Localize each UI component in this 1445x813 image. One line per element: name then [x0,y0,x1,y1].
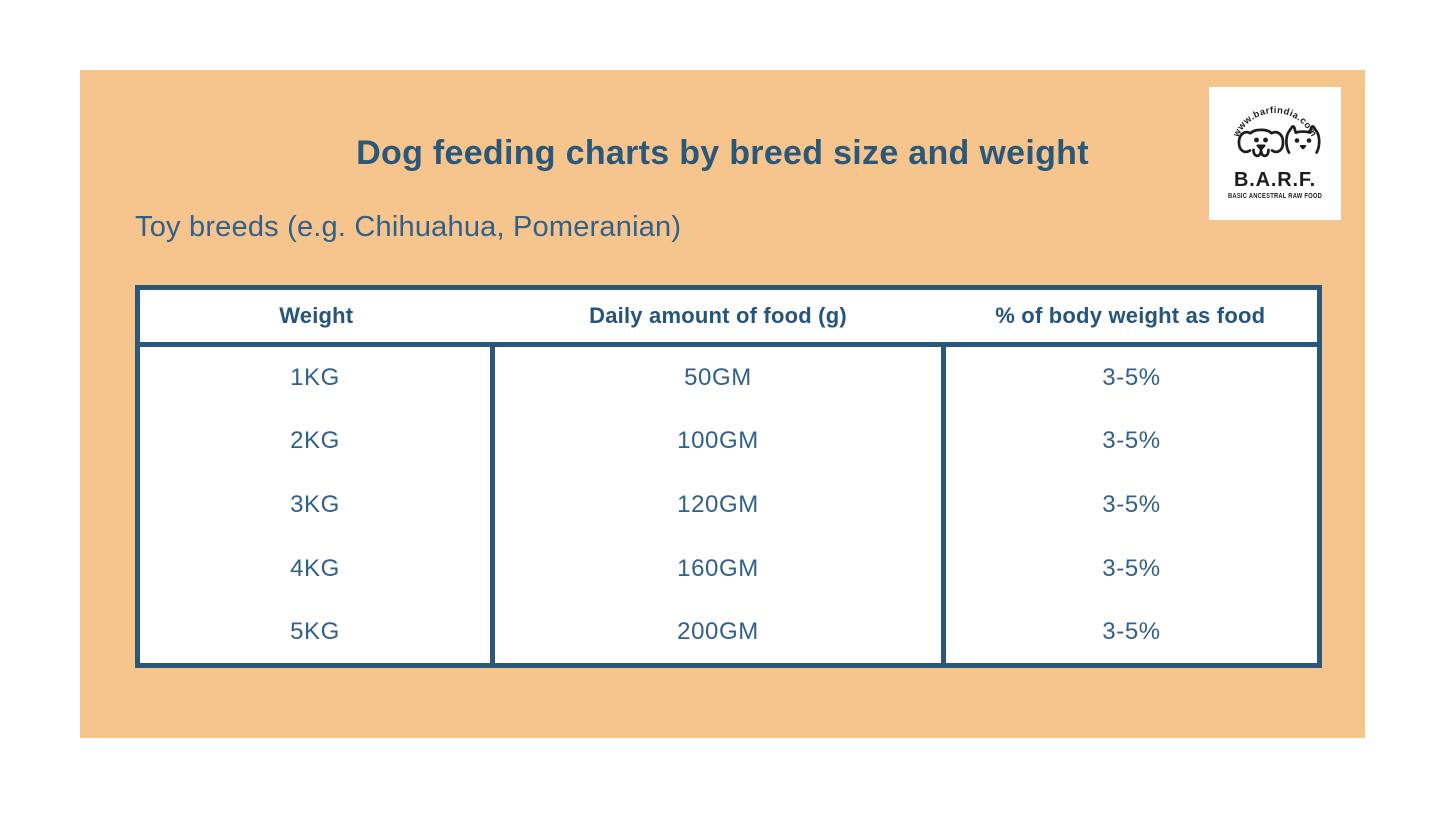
table-row: 4KG 160GM 3-5% [137,537,1320,602]
table-row: 2KG 100GM 3-5% [137,408,1320,473]
body-weight-pct-cell: 3-5% [1102,363,1161,391]
header-body-weight-pct: % of body weight as food [943,287,1320,347]
daily-amount-cell: 120GM [492,472,946,538]
table-header-row: Weight Daily amount of food (g) % of bod… [137,287,1320,347]
header-daily-amount: Daily amount of food (g) [492,287,944,347]
dog-face-icon [1237,128,1285,158]
logo-acronym: B.A.R.F. [1234,169,1316,191]
cat-face-icon [1285,125,1321,154]
body-weight-pct-cell: 3-5% [1102,618,1161,646]
content-panel: Dog feeding charts by breed size and wei… [80,70,1365,738]
table-row: 3KG 120GM 3-5% [137,472,1320,538]
logo-tagline: BASIC ANCESTRAL RAW FOOD [1228,193,1322,200]
weight-cell: 4KG [137,537,495,602]
weight-cell: 2KG [137,408,495,473]
daily-amount-cell: 160GM [492,537,946,602]
page-title: Dog feeding charts by breed size and wei… [356,134,1089,172]
body-weight-pct-cell: 3-5% [1102,426,1161,454]
table-row: 5KG 200GM 3-5% [137,601,1320,666]
weight-cell: 5KG [137,601,495,666]
feeding-table: Weight Daily amount of food (g) % of bod… [135,285,1322,668]
section-title: Toy breeds (e.g. Chihuahua, Pomeranian) [135,211,682,243]
body-weight-pct-cell: 3-5% [1102,555,1161,583]
weight-cell: 3KG [137,472,495,538]
barf-logo: www.barfindia.com B.A.R.F. BASIC ANCE [1209,87,1341,220]
header-weight: Weight [137,287,493,347]
body-weight-pct-cell: 3-5% [1102,490,1161,518]
barf-logo-image: www.barfindia.com B.A.R.F. BASIC ANCE [1228,105,1322,200]
weight-cell: 1KG [137,344,495,409]
daily-amount-cell: 50GM [492,344,946,409]
daily-amount-cell: 200GM [492,601,946,666]
table-row: 1KG 50GM 3-5% [137,344,1320,409]
daily-amount-cell: 100GM [492,408,946,473]
